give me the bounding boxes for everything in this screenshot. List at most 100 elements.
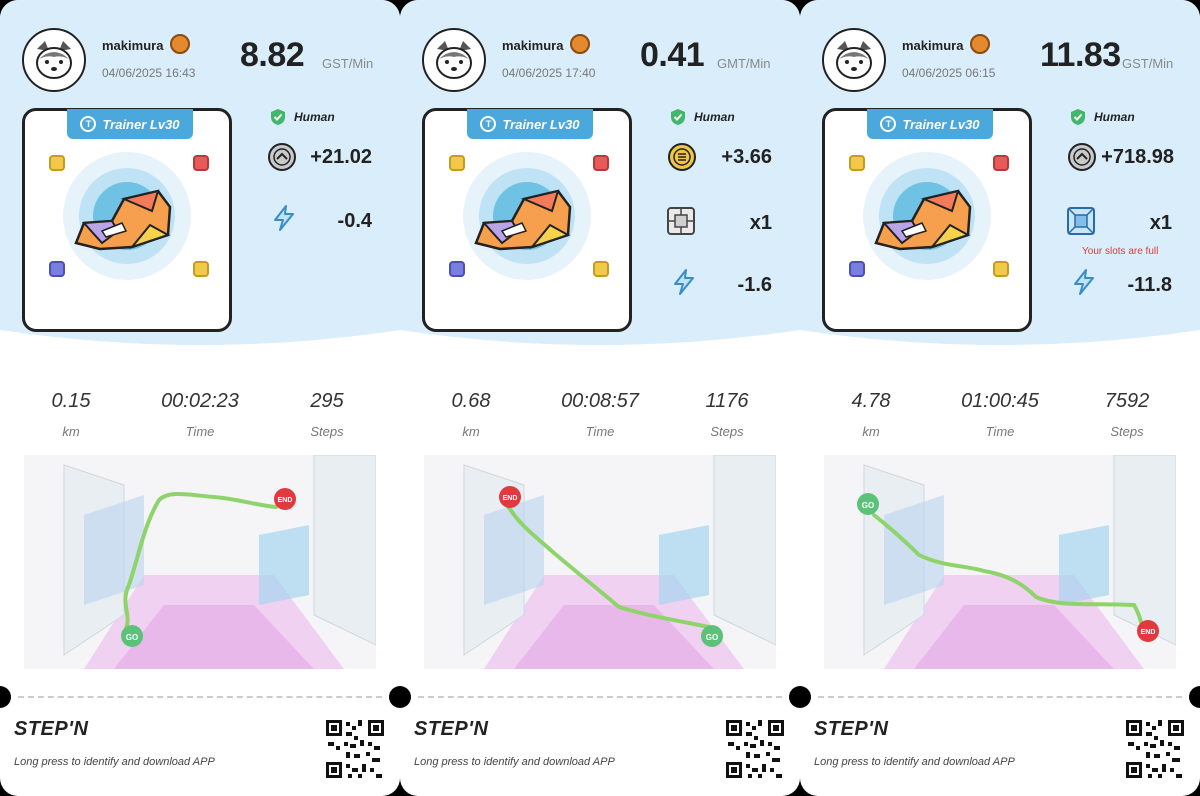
trainer-badge: T Trainer Lv30 bbox=[867, 109, 993, 139]
gem-slot-icon bbox=[993, 261, 1009, 277]
shield-check-icon bbox=[271, 109, 285, 125]
mystery-box-icon bbox=[1067, 207, 1095, 235]
earn-rate: 11.83 bbox=[1040, 36, 1121, 74]
gst-token-icon bbox=[268, 143, 296, 171]
stepn-logo: STEP'N bbox=[414, 718, 489, 740]
energy-bolt-icon bbox=[674, 269, 694, 295]
start-label: GO bbox=[862, 501, 874, 510]
end-marker bbox=[499, 486, 521, 508]
verification-label: Human bbox=[294, 110, 335, 124]
earn-rate: 0.41 bbox=[640, 36, 705, 74]
slots-full-warning: Your slots are full bbox=[1082, 246, 1159, 257]
run-summary-card: makimura 04/06/2025 16:43 8.82 GST/Min T… bbox=[0, 0, 400, 796]
route-path bbox=[504, 501, 711, 629]
divider bbox=[418, 696, 782, 698]
shield-check-icon bbox=[1071, 109, 1085, 125]
wave-divider bbox=[800, 330, 1200, 370]
gem-slot-icon bbox=[193, 155, 209, 171]
reward-value: -11.8 bbox=[1127, 274, 1172, 296]
trainer-icon: T bbox=[880, 116, 897, 132]
end-label: END bbox=[1141, 629, 1156, 636]
shiba-avatar-icon bbox=[36, 41, 72, 79]
sneaker-icon bbox=[463, 152, 591, 280]
start-marker bbox=[857, 493, 879, 515]
trainer-label: Trainer Lv30 bbox=[502, 116, 580, 132]
verification-status: Human bbox=[270, 108, 335, 126]
gst-token-icon bbox=[1068, 143, 1096, 171]
wave-divider bbox=[400, 330, 800, 370]
end-label: END bbox=[278, 497, 293, 504]
trainer-badge: T Trainer Lv30 bbox=[67, 109, 193, 139]
steps-value: 1176 bbox=[705, 390, 749, 412]
time-label: Time bbox=[585, 424, 615, 439]
download-hint: Long press to identify and download APP bbox=[414, 756, 615, 768]
badge-icon bbox=[570, 34, 590, 54]
verification-status: Human bbox=[670, 108, 735, 126]
earn-rate-unit: GST/Min bbox=[1122, 56, 1174, 71]
username: makimura bbox=[102, 38, 164, 53]
divider bbox=[818, 696, 1182, 698]
gem-slot-icon bbox=[449, 261, 465, 277]
qr-code-icon[interactable] bbox=[1124, 718, 1186, 780]
trainer-badge: T Trainer Lv30 bbox=[467, 109, 593, 139]
gem-slot-icon bbox=[849, 155, 865, 171]
qr-code-icon[interactable] bbox=[324, 718, 386, 780]
qr-code-icon[interactable] bbox=[724, 718, 786, 780]
sneaker-icon bbox=[863, 152, 991, 280]
route-map[interactable]: GO END bbox=[24, 455, 376, 669]
download-hint: Long press to identify and download APP bbox=[14, 756, 215, 768]
timestamp: 04/06/2025 06:15 bbox=[902, 66, 996, 80]
shiba-avatar-icon bbox=[836, 41, 872, 79]
verification-label: Human bbox=[1094, 110, 1135, 124]
trainer-label: Trainer Lv30 bbox=[902, 116, 980, 132]
distance-value: 0.15 bbox=[51, 390, 91, 412]
timestamp: 04/06/2025 17:40 bbox=[502, 66, 596, 80]
end-marker bbox=[1137, 620, 1159, 642]
sneaker-panel[interactable]: T Trainer Lv30 bbox=[822, 108, 1032, 332]
badge-icon bbox=[970, 34, 990, 54]
gem-slot-icon bbox=[49, 261, 65, 277]
start-marker bbox=[701, 625, 723, 647]
ticket-notch bbox=[389, 686, 400, 708]
reward-value: -0.4 bbox=[337, 210, 372, 232]
gem-slot-icon bbox=[193, 261, 209, 277]
sneaker-panel[interactable]: T Trainer Lv30 bbox=[422, 108, 632, 332]
avatar[interactable] bbox=[822, 28, 886, 92]
end-marker bbox=[274, 488, 296, 510]
distance-label: km bbox=[462, 424, 480, 439]
time-value: 00:08:57 bbox=[561, 390, 639, 412]
steps-value: 295 bbox=[310, 390, 344, 412]
mystery-box-icon bbox=[667, 207, 695, 235]
earn-rate-unit: GST/Min bbox=[322, 56, 374, 71]
sneaker-panel[interactable]: T Trainer Lv30 bbox=[22, 108, 232, 332]
ticket-notch bbox=[800, 686, 811, 708]
time-label: Time bbox=[985, 424, 1015, 439]
end-label: END bbox=[503, 495, 518, 502]
steps-label: Steps bbox=[1110, 424, 1144, 439]
reward-value: -1.6 bbox=[737, 274, 772, 296]
badge-icon bbox=[170, 34, 190, 54]
avatar[interactable] bbox=[22, 28, 86, 92]
run-summary-card: makimura 04/06/2025 06:15 11.83 GST/Min … bbox=[800, 0, 1200, 796]
shiba-avatar-icon bbox=[436, 41, 472, 79]
trainer-icon: T bbox=[480, 116, 497, 132]
timestamp: 04/06/2025 16:43 bbox=[102, 66, 196, 80]
reward-value: +3.66 bbox=[721, 146, 772, 168]
gem-slot-icon bbox=[593, 261, 609, 277]
route-map[interactable]: GO END bbox=[824, 455, 1176, 669]
ticket-notch bbox=[0, 686, 11, 708]
avatar[interactable] bbox=[422, 28, 486, 92]
steps-value: 7592 bbox=[1104, 390, 1150, 412]
run-summary-card: makimura 04/06/2025 17:40 0.41 GMT/Min T… bbox=[400, 0, 800, 796]
stepn-logo: STEP'N bbox=[14, 718, 89, 740]
username: makimura bbox=[502, 38, 564, 53]
route-path bbox=[122, 492, 278, 635]
shield-check-icon bbox=[671, 109, 685, 125]
start-marker bbox=[121, 625, 143, 647]
verification-label: Human bbox=[694, 110, 735, 124]
distance-label: km bbox=[62, 424, 80, 439]
earn-rate: 8.82 bbox=[240, 36, 305, 74]
route-map[interactable]: END GO bbox=[424, 455, 776, 669]
ticket-notch bbox=[1189, 686, 1200, 708]
